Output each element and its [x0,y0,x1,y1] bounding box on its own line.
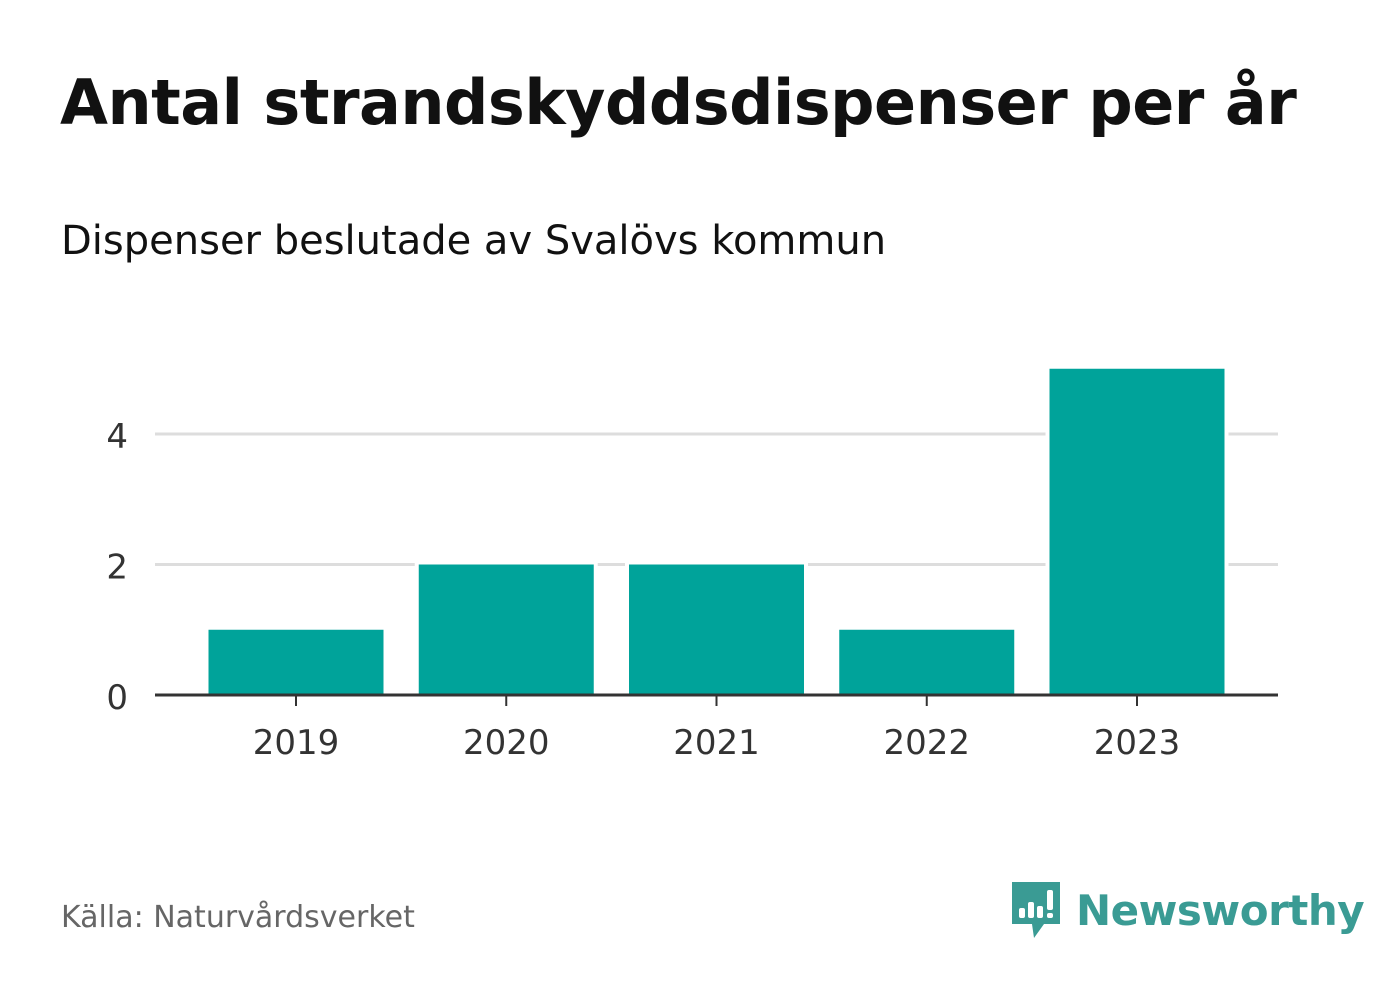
y-tick-label: 0 [106,678,128,718]
bar-2019 [204,625,388,699]
x-tick-label: 2021 [673,723,760,763]
logo-chat-chart-icon [1012,882,1060,938]
x-tick-label: 2020 [463,723,550,763]
bar-2022 [835,625,1019,699]
bar-2023 [1045,364,1229,699]
chart-subtitle: Dispenser beslutade av Svalövs kommun [61,218,887,264]
chart-title: Antal strandskyddsdispenser per år [60,66,1297,139]
bar-2020 [414,560,598,699]
bar-2021 [625,560,808,699]
x-tick-label: 2022 [883,723,970,763]
logo-text: Newsworthy [1076,885,1365,935]
x-tick-label: 2019 [253,723,340,763]
newsworthy-logo: Newsworthy [1010,880,1365,940]
y-tick-label: 2 [106,548,128,588]
source-note: Källa: Naturvårdsverket [61,900,415,935]
y-tick-label: 4 [106,417,128,457]
x-tick-label: 2023 [1094,723,1181,763]
